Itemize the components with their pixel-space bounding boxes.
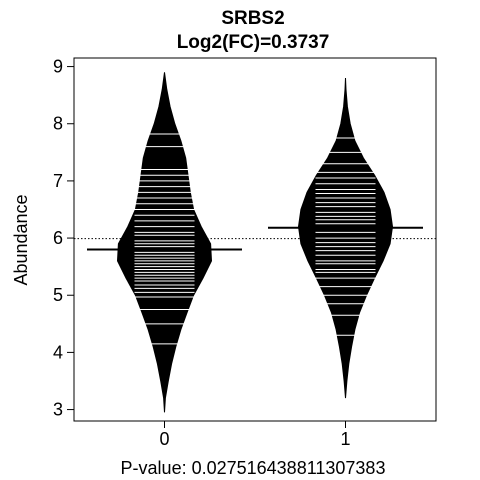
x-axis-label: P-value: 0.027516438811307383 [121,458,386,478]
y-tick-label-3: 3 [53,400,63,420]
chart-subtitle: Log2(FC)=0.3737 [177,32,330,53]
chart-title: SRBS2 [221,8,284,29]
bean-shape-0 [118,72,212,412]
y-tick-label-9: 9 [53,57,63,77]
y-axis: 3 4 5 6 7 8 9 [53,57,74,420]
x-tick-label-0: 0 [159,429,169,449]
y-tick-label-8: 8 [53,114,63,134]
x-tick-label-1: 1 [340,429,350,449]
y-tick-label-7: 7 [53,171,63,191]
y-tick-label-4: 4 [53,342,63,362]
beans-layer [74,72,436,412]
y-tick-label-5: 5 [53,285,63,305]
y-axis-label: Abundance [11,194,31,285]
y-tick-label-6: 6 [53,228,63,248]
